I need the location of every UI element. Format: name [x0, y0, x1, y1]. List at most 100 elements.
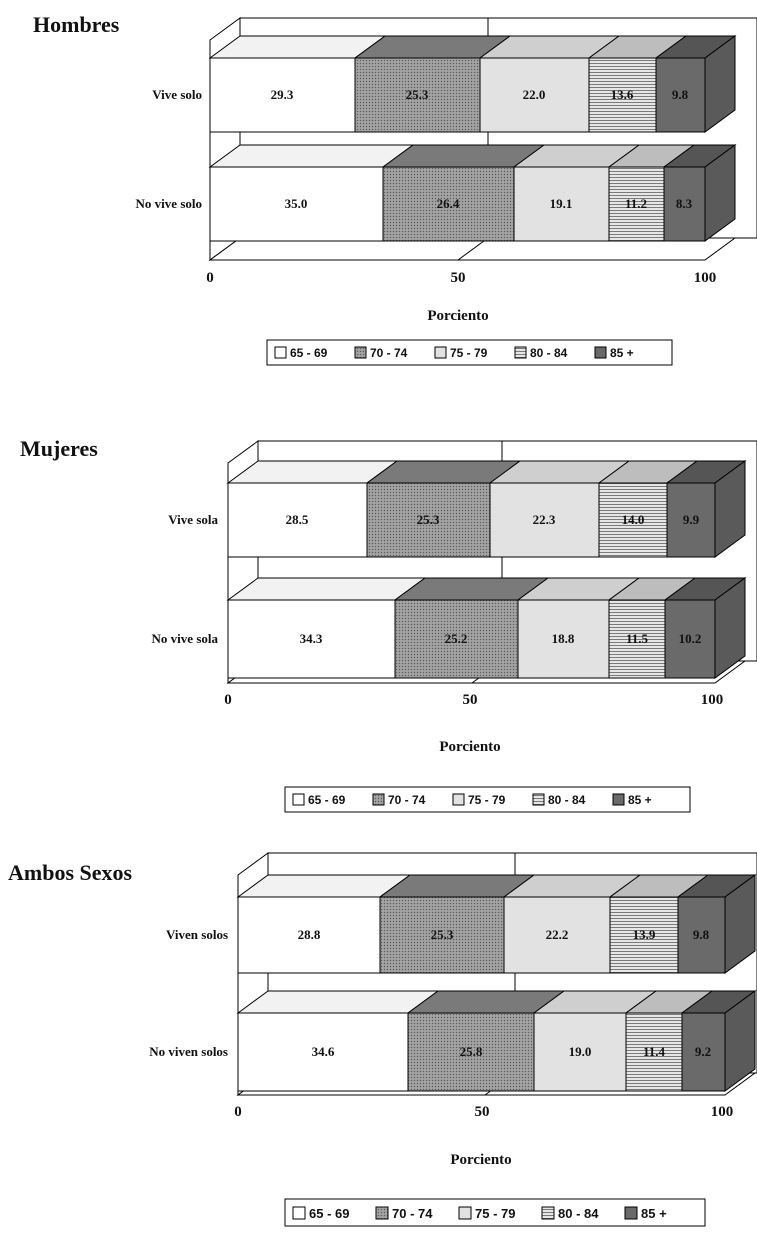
bar-segment-65-69: [226, 577, 427, 679]
open-square-icon: [292, 1206, 306, 1220]
legend-item: 75 - 79: [452, 793, 506, 807]
striped-square-icon: [541, 1206, 555, 1220]
tick-label: 100: [701, 692, 724, 708]
bar-segment-85-plus: [663, 577, 747, 679]
legend-label: 80 - 84: [530, 346, 568, 360]
legend: 65 - 69 70 - 74 75 - 79 80 - 84 85 +: [266, 339, 673, 366]
x-axis-label: Porciento: [427, 308, 488, 324]
data-label: 22.0: [523, 87, 546, 102]
bar-end-face: [714, 460, 746, 558]
category-label: Vive sola: [168, 512, 218, 527]
data-label: 25.3: [406, 87, 429, 102]
category-label: Vive solo: [152, 87, 202, 102]
bar-row-vive-solo: [208, 35, 737, 133]
bar-end-face: [704, 144, 736, 242]
legend-label: 70 - 74: [388, 793, 426, 807]
data-label: 18.8: [552, 631, 575, 646]
data-label: 11.4: [643, 1044, 666, 1059]
bar-segment-70-74: [381, 144, 546, 242]
x-axis-label: Porciento: [439, 739, 500, 755]
bar-end-face: [704, 35, 736, 133]
bar-segment-80-84: [587, 35, 688, 133]
legend: 65 - 69 70 - 74 75 - 79 80 - 84 85 +: [284, 786, 691, 813]
gridline-50-floor: [457, 237, 489, 261]
data-labels: 28.5 25.3 22.3 14.0 9.9 34.3 25.2 18.8 1…: [286, 512, 702, 646]
legend-item: 65 - 69: [292, 1206, 349, 1221]
legend-item: 70 - 74: [372, 793, 426, 807]
data-label: 13.6: [611, 87, 634, 102]
legend-item: 75 - 79: [458, 1206, 515, 1221]
bar-segment-75-79: [516, 577, 641, 679]
bar-segment-75-79: [532, 990, 658, 1092]
bars: [236, 874, 757, 1092]
tick-label: 50: [451, 270, 466, 286]
bar-segment-65-69: [208, 144, 415, 242]
bar-segment-85-plus: [654, 35, 737, 133]
striped-square-icon: [532, 793, 545, 806]
chart-panel-ambos-sexos: Ambos Sexos: [8, 852, 757, 1227]
bar-segment-70-74: [365, 460, 522, 558]
data-label: 34.3: [300, 631, 323, 646]
bar-segment-80-84: [607, 577, 697, 679]
tick-label: 0: [234, 1104, 242, 1120]
data-label: 22.3: [533, 512, 556, 527]
legend-label: 85 +: [628, 793, 652, 807]
legend-item: 85 +: [594, 346, 634, 360]
data-label: 25.3: [417, 512, 440, 527]
data-label: 26.4: [437, 196, 460, 211]
dotted-square-icon: [375, 1206, 389, 1220]
data-labels: 29.3 25.3 22.0 13.6 9.8 35.0 26.4 19.1 1…: [271, 87, 693, 211]
data-label: 28.8: [298, 927, 321, 942]
data-label: 35.0: [285, 196, 308, 211]
x-ticks: 0 50 100: [206, 270, 716, 286]
legend-label: 70 - 74: [370, 346, 408, 360]
legend-label: 70 - 74: [392, 1206, 433, 1221]
data-label: 28.5: [286, 512, 309, 527]
data-label: 11.2: [625, 196, 647, 211]
category-label: No vive sola: [152, 631, 219, 646]
legend-label: 85 +: [610, 346, 634, 360]
bar-row-no-vive-solo: [208, 144, 737, 242]
striped-square-icon: [514, 346, 527, 359]
legend-label: 85 +: [641, 1206, 667, 1221]
legend-label: 65 - 69: [309, 1206, 349, 1221]
bar-segment-85-plus: [665, 460, 747, 558]
data-label: 8.3: [676, 196, 693, 211]
bar-segment-75-79: [512, 144, 641, 242]
legend-label: 75 - 79: [450, 346, 488, 360]
data-label: 9.2: [695, 1044, 711, 1059]
category-label: No vive solo: [136, 196, 202, 211]
legend-item: 75 - 79: [434, 346, 488, 360]
data-label: 25.3: [431, 927, 454, 942]
light-square-icon: [452, 793, 465, 806]
bar-end-face: [724, 990, 756, 1092]
data-label: 9.8: [693, 927, 710, 942]
tick-label: 100: [694, 270, 717, 286]
data-label: 19.0: [569, 1044, 592, 1059]
light-square-icon: [434, 346, 447, 359]
legend-item: 80 - 84: [532, 793, 586, 807]
data-label: 34.6: [312, 1044, 335, 1059]
legend: 65 - 69 70 - 74 75 - 79 80 - 84 85 +: [284, 1198, 706, 1227]
legend-item: 85 +: [612, 793, 652, 807]
bar-segment-80-84: [607, 144, 696, 242]
bar-segment-65-69: [236, 990, 440, 1092]
bar-segment-70-74: [353, 35, 512, 133]
data-label: 29.3: [271, 87, 294, 102]
bar-segment-85-plus: [680, 990, 757, 1092]
open-square-icon: [292, 793, 305, 806]
open-square-icon: [274, 346, 287, 359]
light-square-icon: [458, 1206, 472, 1220]
data-label: 25.8: [460, 1044, 483, 1059]
dark-square-icon: [624, 1206, 638, 1220]
bars: [208, 35, 737, 242]
legend-label: 80 - 84: [548, 793, 586, 807]
category-labels: Vive solo No vive solo: [136, 87, 202, 211]
chart-title: Mujeres: [20, 436, 98, 461]
bar-row-viven-solos: [236, 874, 757, 974]
legend-item: 70 - 74: [354, 346, 408, 360]
bar-segment-65-69: [236, 874, 412, 974]
data-label: 11.5: [626, 631, 649, 646]
legend-label: 80 - 84: [558, 1206, 599, 1221]
